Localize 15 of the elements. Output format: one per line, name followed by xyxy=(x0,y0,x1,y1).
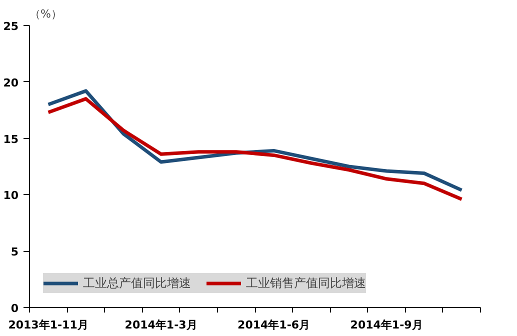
y-tick-label: 20 xyxy=(3,76,19,90)
line-series xyxy=(46,89,464,192)
y-axis-title: （%） xyxy=(30,8,62,20)
legend-label: 工业总产值同比增速 xyxy=(83,274,191,292)
y-tick-label: 5 xyxy=(10,246,18,259)
y-tick-label: 10 xyxy=(3,189,19,202)
y-tick-label: 25 xyxy=(3,20,19,33)
legend-label: 工业销售产值同比增速 xyxy=(246,274,366,292)
x-tick-label: 2014年1-3月 xyxy=(124,318,198,332)
line-series xyxy=(46,97,464,201)
y-tick-label: 15 xyxy=(3,132,19,146)
x-tick-label: 2014年1-9月 xyxy=(350,318,423,332)
y-tick-label: 0 xyxy=(10,302,19,315)
x-tick-label: 2014年1-6月 xyxy=(238,318,310,332)
x-tick-label: 2013年1-11月 xyxy=(8,318,88,332)
